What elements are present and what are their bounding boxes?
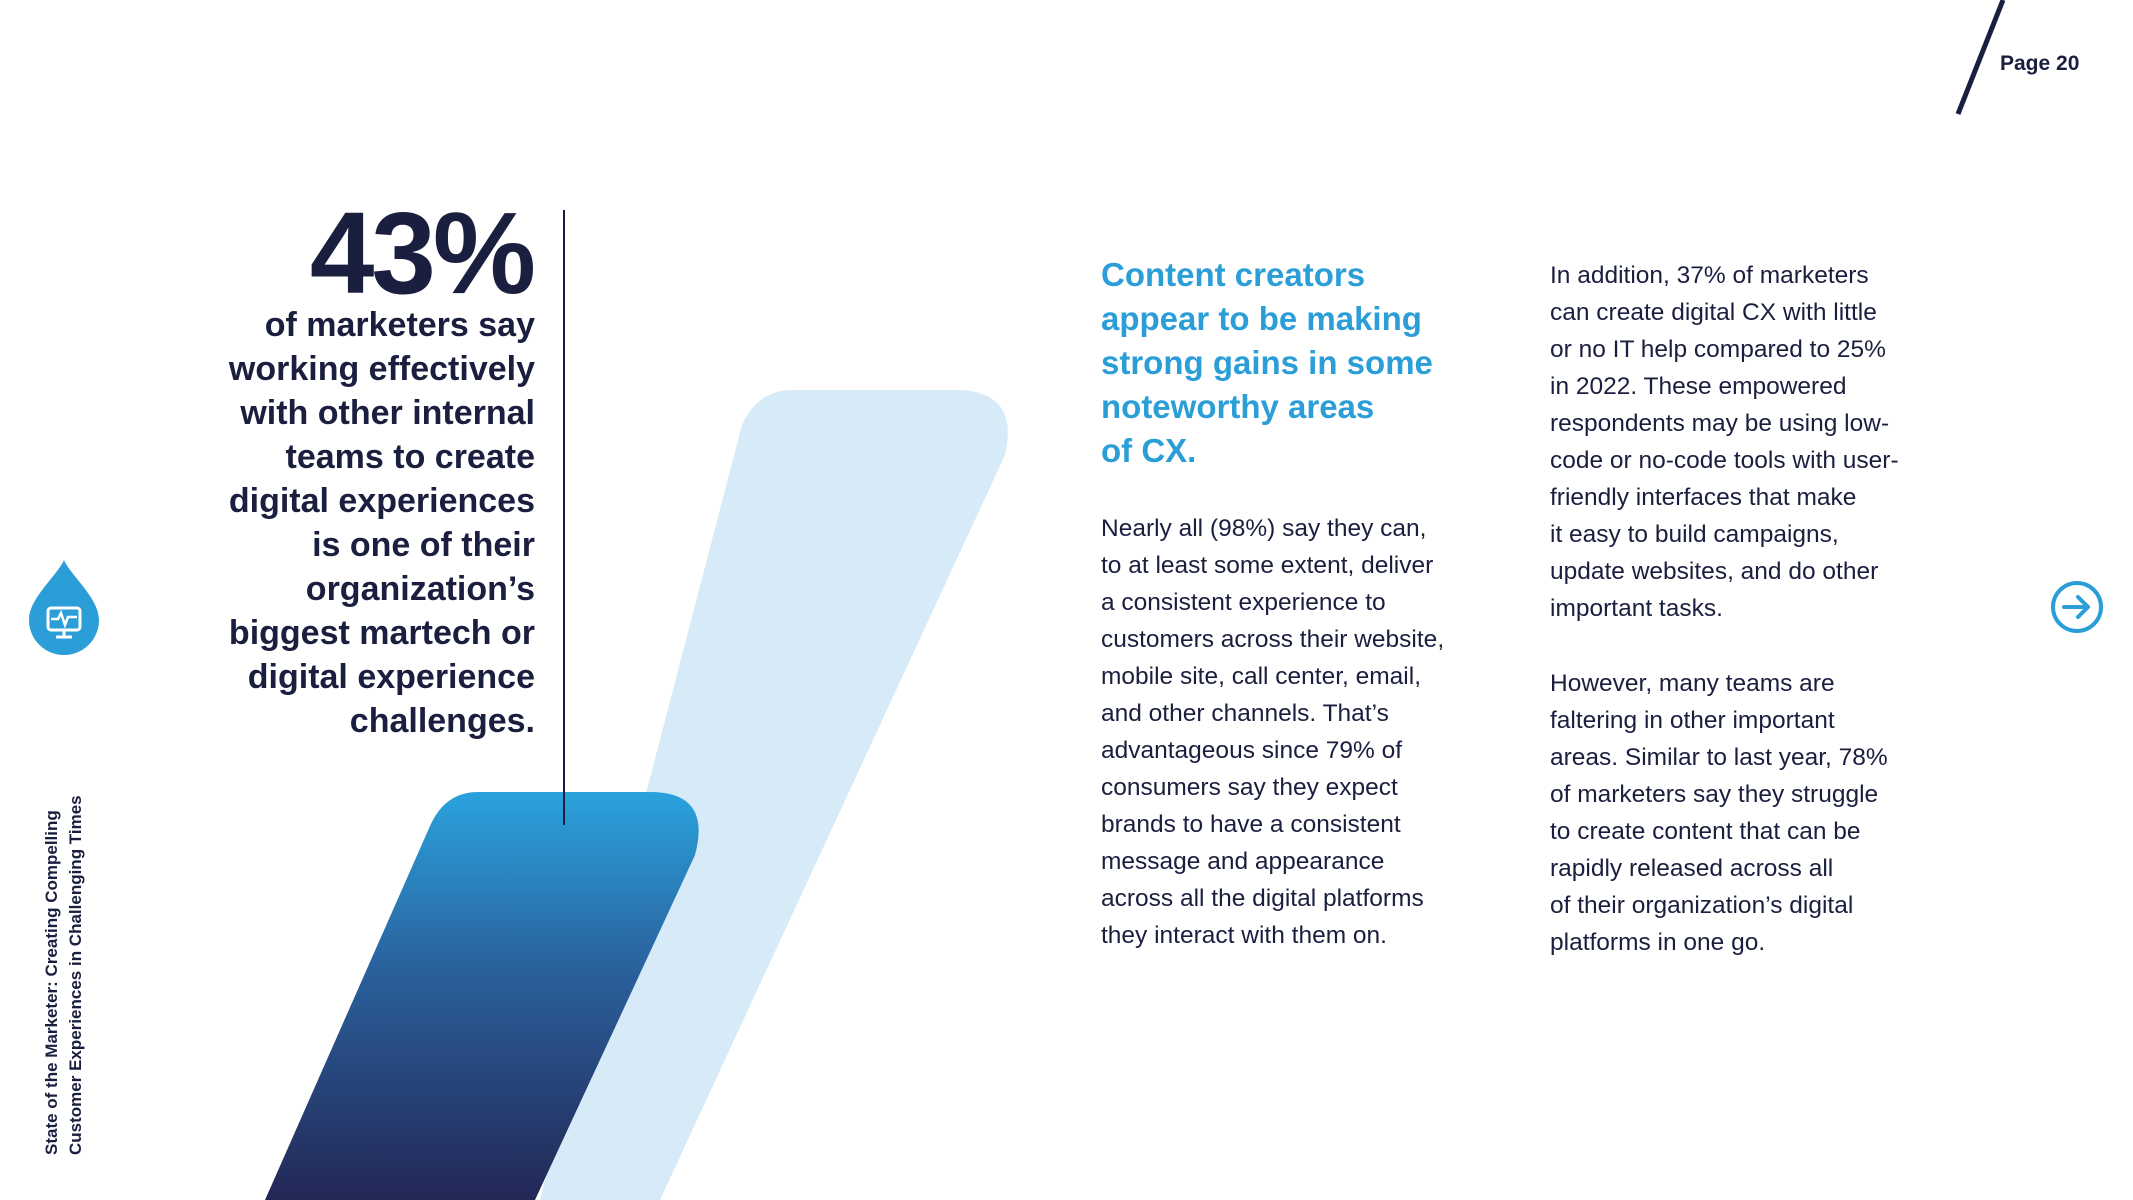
- vertical-divider: [563, 210, 565, 825]
- body-text-line: and other channels. That’s: [1101, 700, 1389, 727]
- page-slash: [1955, 0, 2006, 115]
- section-headline: Content creators appear to be making stron…: [1101, 253, 1501, 473]
- body-text-line: customers across their website,: [1101, 626, 1445, 653]
- report-title-line1: State of the Marketer: Creating Compelli…: [42, 810, 61, 1155]
- body-text-line: in 2022. These empowered: [1550, 373, 1847, 400]
- headline-line: Content creators: [1101, 256, 1366, 293]
- body-text-line: areas. Similar to last year, 78%: [1550, 744, 1888, 771]
- body-text-line: brands to have a consistent: [1101, 811, 1401, 838]
- stat-description-line: with other internal: [240, 394, 535, 432]
- body-text-line: respondents may be using low-: [1550, 410, 1890, 437]
- stat-description-line: challenges.: [349, 702, 535, 740]
- body-text-line: platforms in one go.: [1550, 929, 1766, 956]
- stat-description-line: is one of their: [312, 526, 535, 564]
- body-text-line: of their organization’s digital: [1550, 892, 1854, 919]
- report-title-vertical: State of the Marketer: Creating Compelli…: [40, 795, 88, 1155]
- body-text-line: consumers say they expect: [1101, 774, 1398, 801]
- body-text-line: across all the digital platforms: [1101, 885, 1424, 912]
- stat-description-line: of marketers say: [264, 306, 535, 344]
- page-number: Page 20: [2000, 52, 2080, 75]
- body-text-line: friendly interfaces that make: [1550, 484, 1857, 511]
- stat-percentage: 43%: [309, 188, 536, 318]
- stat-description-line: teams to create: [285, 438, 535, 476]
- stat-description-line: organization’s: [305, 570, 535, 608]
- body-text-line: rapidly released across all: [1550, 855, 1834, 882]
- body-text-line: they interact with them on.: [1101, 922, 1387, 949]
- headline-line: strong gains in some: [1101, 344, 1433, 381]
- body-text-line: update websites, and do other: [1550, 558, 1879, 585]
- stat-description-line: digital experiences: [228, 482, 535, 520]
- body-text-line: In addition, 37% of marketers: [1550, 262, 1869, 289]
- stat-description-line: digital experience: [247, 658, 535, 696]
- body-text-line: Nearly all (98%) say they can,: [1101, 515, 1427, 542]
- body-text-line: important tasks.: [1550, 595, 1723, 622]
- body-text-line: message and appearance: [1101, 848, 1385, 875]
- stat-description-line: working effectively: [228, 350, 535, 388]
- monitor-heartbeat-drop-icon: [29, 560, 99, 655]
- body-text-line: mobile site, call center, email,: [1101, 663, 1421, 690]
- body-text-line: or no IT help compared to 25%: [1550, 336, 1886, 363]
- headline-line: appear to be making: [1101, 300, 1422, 337]
- body-text-line: advantageous since 79% of: [1101, 737, 1403, 764]
- body-text-line: it easy to build campaigns,: [1550, 521, 1839, 548]
- headline-line: noteworthy areas: [1101, 388, 1375, 425]
- body-text-line: to create content that can be: [1550, 818, 1861, 845]
- body-text-line: a consistent experience to: [1101, 589, 1386, 616]
- body-text-line: can create digital CX with little: [1550, 299, 1877, 326]
- arrow-right-circle-icon[interactable]: [2050, 580, 2104, 634]
- body-column-2-para-2: However, many teams are faltering in othe…: [1550, 665, 1970, 961]
- body-text-line: However, many teams are: [1550, 670, 1835, 697]
- stat-description: of marketers say working effectively with …: [155, 303, 535, 743]
- light-blue-band: [540, 390, 1008, 1200]
- body-text-line: faltering in other important: [1550, 707, 1835, 734]
- body-column-2-para-1: In addition, 37% of marketers can create …: [1550, 257, 1970, 627]
- body-text-line: of marketers say they struggle: [1550, 781, 1879, 808]
- report-title-line2: Customer Experiences in Challenging Time…: [66, 795, 85, 1155]
- dark-blue-band: [265, 792, 699, 1200]
- headline-line: of CX.: [1101, 432, 1197, 469]
- body-text-line: to at least some extent, deliver: [1101, 552, 1434, 579]
- body-column-1: Nearly all (98%) say they can, to at leas…: [1101, 510, 1511, 954]
- stat-description-line: biggest martech or: [228, 614, 535, 652]
- body-text-line: code or no-code tools with user-: [1550, 447, 1899, 474]
